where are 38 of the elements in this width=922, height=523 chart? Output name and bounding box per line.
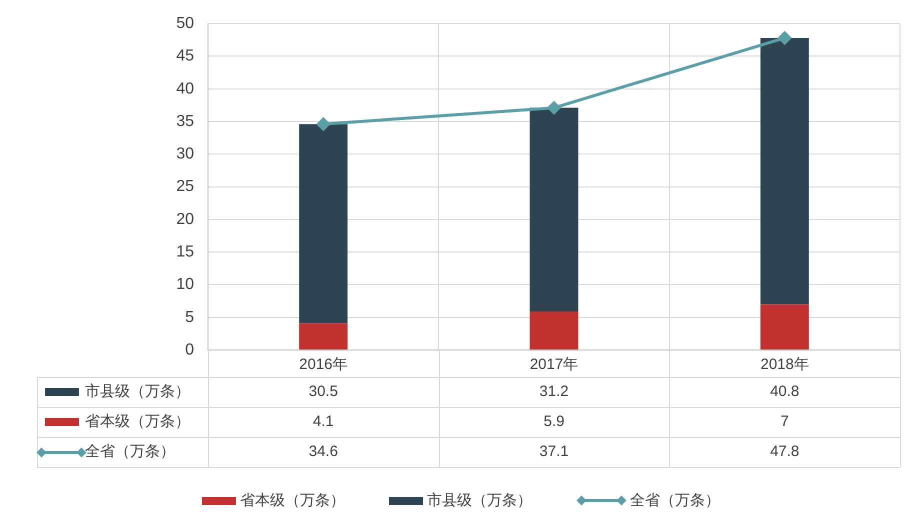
y-tick-label: 20 (176, 210, 194, 228)
bar (299, 323, 348, 350)
y-tick-label: 45 (176, 48, 194, 65)
data-label: 47.8 (770, 443, 800, 460)
data-label: 34.6 (308, 443, 338, 460)
y-tick-label: 25 (176, 178, 194, 196)
bar (530, 311, 578, 350)
point (316, 118, 330, 131)
y-tick-label: 30 (176, 146, 194, 163)
y-tick-label: 15 (176, 243, 194, 260)
bar (530, 108, 578, 312)
legend-label: 省本级（万条） (85, 413, 190, 430)
x-tick-label: 2016年 (299, 356, 348, 374)
x-tick-label: 2018年 (760, 356, 809, 374)
y-tick-label: 5 (185, 308, 194, 326)
data-label: 7 (780, 413, 789, 430)
data-label: 30.5 (308, 383, 338, 400)
data-label: 31.2 (539, 383, 569, 400)
point (778, 31, 792, 44)
bar (760, 304, 809, 350)
text: 全省（万条） (630, 492, 720, 509)
y-tick-label: 50 (176, 15, 194, 32)
bar (760, 38, 809, 304)
data-label: 4.1 (312, 413, 334, 430)
legend-label: 全省（万条） (85, 443, 175, 460)
text: 市县级（万条） (427, 492, 532, 509)
text: 省本级（万条） (240, 492, 345, 509)
bar (299, 124, 348, 324)
x-tick-label: 2017年 (530, 356, 578, 374)
y-tick-label: 0 (185, 341, 194, 358)
y-tick-label: 40 (176, 80, 194, 98)
data-label: 37.1 (539, 443, 569, 460)
legend-label: 市县级（万条） (85, 383, 190, 400)
data-label: 5.9 (544, 413, 564, 430)
y-tick-label: 10 (176, 276, 194, 294)
y-tick-label: 35 (176, 112, 194, 130)
data-label: 40.8 (770, 383, 800, 400)
point (548, 101, 560, 114)
